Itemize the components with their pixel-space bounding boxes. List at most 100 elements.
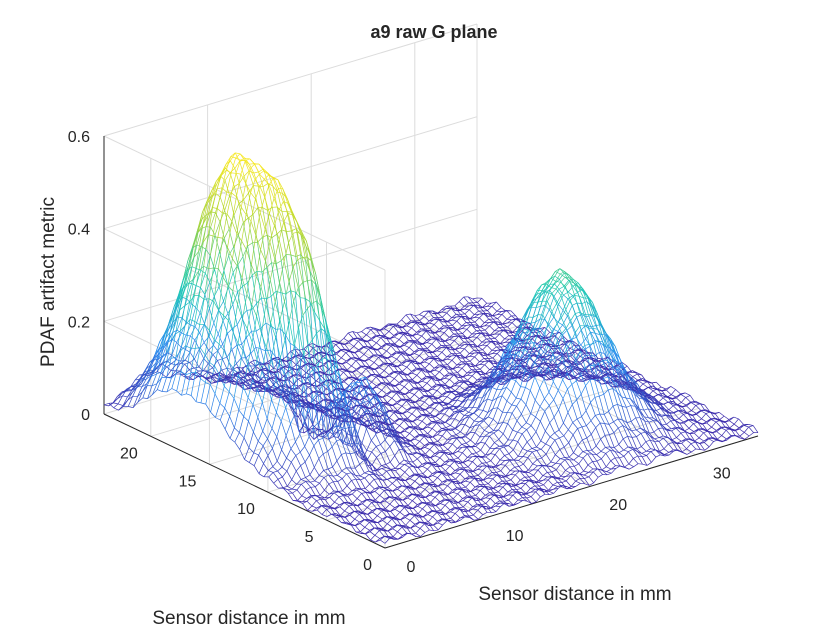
mesh-segment: [176, 371, 182, 392]
mesh-segment: [442, 319, 449, 327]
mesh-segment: [176, 317, 183, 331]
mesh-segment: [515, 315, 521, 323]
mesh-segment: [233, 246, 239, 265]
mesh-segment: [234, 168, 240, 184]
mesh-segment: [410, 313, 415, 317]
mesh-segment: [526, 331, 531, 333]
mesh-segment: [428, 311, 434, 318]
mesh-segment: [160, 338, 166, 359]
mesh-segment: [552, 340, 558, 354]
mesh-segment: [280, 292, 286, 335]
mesh-segment: [442, 318, 448, 322]
mesh-segment: [345, 352, 351, 359]
mesh-segment: [184, 319, 191, 326]
mesh-segment: [185, 349, 191, 353]
mesh-segment: [515, 380, 521, 387]
mesh-segment: [540, 331, 546, 338]
mesh-segment: [446, 308, 452, 314]
mesh-segment: [579, 295, 584, 299]
mesh-segment: [260, 249, 266, 262]
mesh-segment: [532, 347, 538, 350]
mesh-segment: [411, 322, 417, 329]
mesh-segment: [344, 343, 350, 351]
mesh-segment: [561, 329, 568, 336]
mesh-segment: [186, 298, 192, 304]
mesh-segment: [451, 316, 457, 319]
mesh-segment: [462, 376, 468, 381]
mesh-segment: [439, 371, 445, 377]
mesh-segment: [552, 323, 558, 333]
mesh-segment: [295, 256, 301, 298]
mesh-segment: [255, 347, 261, 363]
mesh-segment: [503, 329, 510, 336]
mesh-segment: [604, 346, 610, 348]
mesh-segment: [392, 324, 398, 328]
mesh-segment: [558, 286, 564, 290]
mesh-segment: [464, 348, 470, 354]
mesh-segment: [182, 296, 187, 300]
mesh-segment: [464, 309, 470, 315]
mesh-segment: [566, 325, 573, 331]
mesh-segment: [248, 170, 254, 186]
mesh-segment: [411, 322, 417, 324]
grid-line: [103, 23, 478, 137]
mesh-segment: [588, 313, 593, 316]
mesh-segment: [564, 271, 570, 279]
mesh-segment: [486, 302, 492, 307]
mesh-segment: [480, 329, 486, 332]
mesh-segment: [232, 291, 238, 305]
mesh-segment: [580, 329, 586, 339]
mesh-segment: [283, 261, 290, 283]
mesh-segment: [471, 324, 477, 331]
mesh-segment: [444, 379, 450, 385]
mesh-segment: [275, 290, 281, 294]
mesh-segment: [539, 305, 546, 320]
mesh-segment: [413, 341, 418, 345]
mesh-segment: [532, 338, 538, 344]
mesh-segment: [214, 251, 220, 270]
mesh-segment: [544, 309, 550, 320]
mesh-segment: [216, 187, 222, 190]
mesh-segment: [160, 338, 166, 351]
mesh-segment: [592, 313, 599, 330]
mesh-segment: [532, 314, 539, 318]
mesh-segment: [454, 340, 460, 346]
mesh-segment: [191, 266, 197, 269]
mesh-segment: [479, 313, 485, 319]
mesh-segment: [394, 373, 399, 379]
mesh-segment: [176, 342, 182, 348]
mesh-segment: [189, 295, 195, 320]
mesh-segment: [285, 294, 291, 344]
mesh-segment: [599, 341, 605, 354]
mesh-segment: [603, 378, 609, 391]
mesh-segment: [207, 207, 213, 235]
mesh-segment: [251, 331, 257, 348]
mesh-segment: [528, 337, 535, 345]
mesh-segment: [262, 234, 268, 238]
mesh-segment: [361, 366, 367, 370]
mesh-segment: [592, 302, 598, 318]
mesh-segment: [396, 352, 402, 355]
mesh-segment: [188, 257, 194, 283]
mesh-segment: [422, 343, 428, 349]
mesh-segment: [408, 341, 414, 343]
mesh-segment: [394, 378, 400, 383]
mesh-segment: [204, 294, 210, 309]
mesh-segment: [546, 292, 552, 295]
mesh-segment: [596, 317, 603, 326]
mesh-segment: [279, 319, 286, 341]
x-axis-line: [384, 435, 759, 549]
mesh-segment: [241, 214, 247, 242]
mesh-segment: [588, 327, 595, 344]
mesh-segment: [288, 320, 295, 347]
mesh-segment: [447, 320, 453, 326]
mesh-segment: [198, 242, 204, 271]
mesh-segment: [203, 265, 209, 270]
mesh-segment: [565, 327, 572, 342]
mesh-segment: [459, 347, 465, 350]
mesh-segment: [412, 374, 418, 380]
mesh-segment: [269, 225, 275, 243]
mesh-segment: [426, 338, 432, 343]
mesh-segment: [203, 234, 209, 267]
mesh-segment: [511, 318, 517, 323]
